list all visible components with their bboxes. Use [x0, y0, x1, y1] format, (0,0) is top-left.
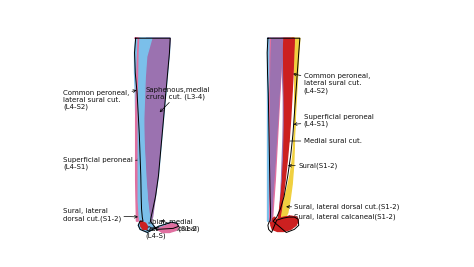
Polygon shape — [267, 38, 269, 221]
Polygon shape — [144, 38, 170, 221]
Text: Tibial, medial
calcaneal(S1-2): Tibial, medial calcaneal(S1-2) — [146, 219, 200, 232]
Polygon shape — [138, 38, 152, 221]
Polygon shape — [140, 221, 147, 229]
Polygon shape — [268, 38, 273, 221]
Text: Superficial peroneal
(L4-S1): Superficial peroneal (L4-S1) — [63, 157, 141, 170]
Polygon shape — [135, 38, 140, 221]
Polygon shape — [268, 38, 271, 221]
Text: Saphenous,medial
crural cut. (L3-4): Saphenous,medial crural cut. (L3-4) — [146, 87, 210, 112]
Text: Deep peroneal
(L4-S): Deep peroneal (L4-S) — [146, 226, 197, 239]
Polygon shape — [277, 38, 300, 220]
Text: Sural, lateral calcaneal(S1-2): Sural, lateral calcaneal(S1-2) — [287, 214, 396, 220]
Polygon shape — [271, 38, 283, 221]
Text: Sural, lateral dorsal cut.(S1-2): Sural, lateral dorsal cut.(S1-2) — [287, 203, 400, 210]
Text: Sural(S1-2): Sural(S1-2) — [289, 162, 337, 169]
Polygon shape — [135, 38, 179, 233]
Text: Common peroneal,
lateral sural cut.
(L4-S2): Common peroneal, lateral sural cut. (L4-… — [293, 73, 370, 94]
Text: Sural, lateral
dorsal cut.(S1-2): Sural, lateral dorsal cut.(S1-2) — [63, 208, 137, 222]
Text: Superficial peroneal
(L4-S1): Superficial peroneal (L4-S1) — [294, 114, 374, 127]
Polygon shape — [269, 38, 283, 221]
Polygon shape — [158, 224, 179, 233]
Polygon shape — [270, 38, 298, 229]
Polygon shape — [277, 38, 291, 220]
Text: Common peroneal,
lateral sural cut.
(L4-S2): Common peroneal, lateral sural cut. (L4-… — [63, 90, 136, 110]
Text: Medial sural cut.: Medial sural cut. — [286, 138, 362, 144]
Polygon shape — [271, 42, 298, 231]
